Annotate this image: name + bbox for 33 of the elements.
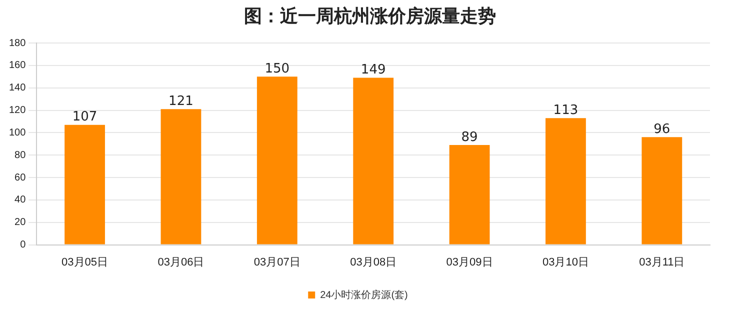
bar <box>64 124 105 244</box>
y-tick-label: 140 <box>8 82 26 94</box>
data-label: 149 <box>360 62 386 78</box>
y-tick-label: 160 <box>8 60 26 72</box>
x-tick-label: 03月07日 <box>254 256 300 268</box>
y-tick-label: 0 <box>20 240 26 251</box>
y-tick-label: 20 <box>14 217 26 228</box>
bar <box>449 145 490 244</box>
y-tick-label: 80 <box>14 150 26 161</box>
bar <box>642 137 682 244</box>
y-tick-label: 60 <box>14 172 26 184</box>
x-tick-label: 03月10日 <box>542 256 589 268</box>
data-label: 107 <box>72 110 98 125</box>
chart-title: 图：近一周杭州涨价房源量走势 <box>243 5 497 29</box>
x-tick-label: 03月09日 <box>446 256 493 268</box>
data-label: 113 <box>553 102 578 118</box>
x-tick-label: 03月06日 <box>158 256 204 268</box>
data-label: 121 <box>168 94 194 110</box>
x-tick-label: 03月05日 <box>62 256 108 268</box>
x-tick-label: 03月11日 <box>639 256 685 268</box>
bar <box>160 109 202 244</box>
bar <box>353 78 394 244</box>
y-tick-label: 180 <box>8 38 26 49</box>
legend-label: 24小时涨价房源(套) <box>320 288 408 301</box>
data-label: 89 <box>461 130 478 145</box>
data-label: 150 <box>264 62 290 77</box>
y-tick-label: 100 <box>8 127 26 138</box>
y-tick-label: 120 <box>8 105 26 116</box>
x-tick-label: 03月08日 <box>350 256 397 268</box>
bar <box>546 118 586 244</box>
data-label: 96 <box>654 122 670 138</box>
y-tick-label: 40 <box>14 194 26 206</box>
bar <box>256 76 298 244</box>
